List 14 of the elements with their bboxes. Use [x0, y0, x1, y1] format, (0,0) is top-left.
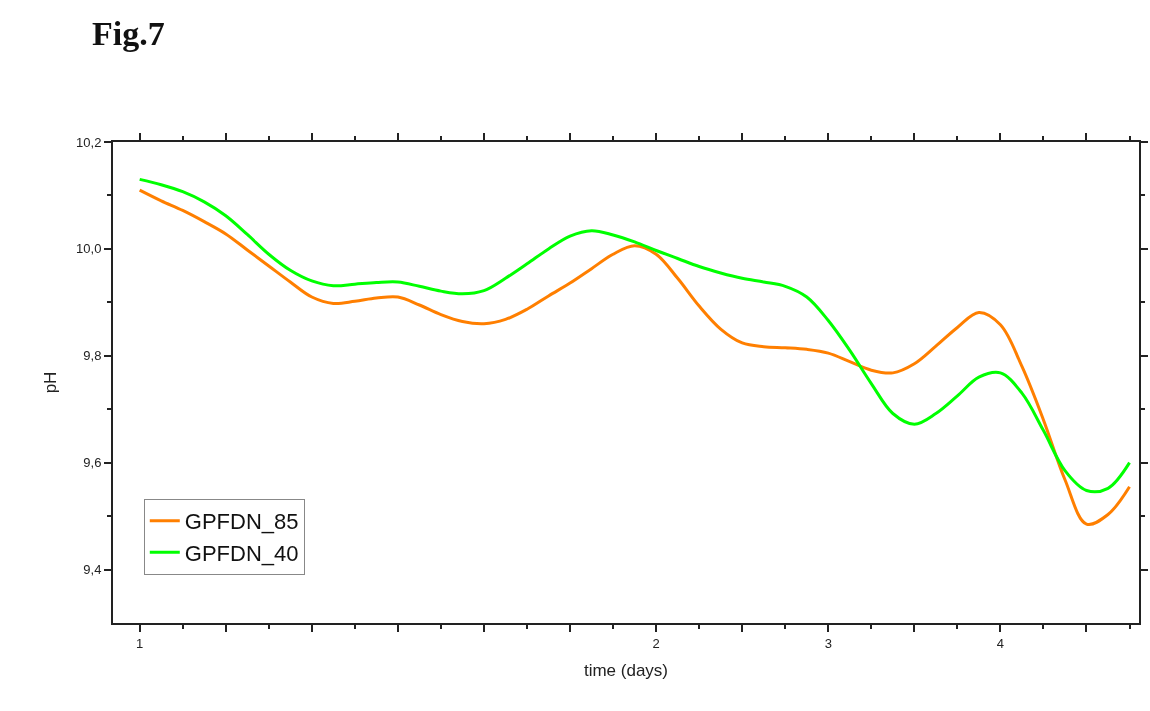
- y-tick-label: 9,6: [83, 455, 102, 471]
- y-tick-label: 9,4: [83, 562, 102, 578]
- x-tick-label: 3: [824, 635, 832, 651]
- x-axis-title: time (days): [583, 661, 669, 681]
- chart-title: Fig.7: [92, 15, 165, 53]
- y-tick-label: 9,8: [83, 348, 102, 364]
- y-tick-label: 10,2: [76, 134, 102, 150]
- x-tick-label: 4: [996, 635, 1005, 651]
- y-tick-label: 10,0: [76, 241, 102, 257]
- y-axis-title: pH: [41, 371, 61, 394]
- x-tick-label: 2: [652, 635, 660, 651]
- legend-label: GPFDN_40: [184, 540, 299, 566]
- x-tick-label: 1: [136, 635, 144, 651]
- legend-label: GPFDN_85: [184, 509, 299, 535]
